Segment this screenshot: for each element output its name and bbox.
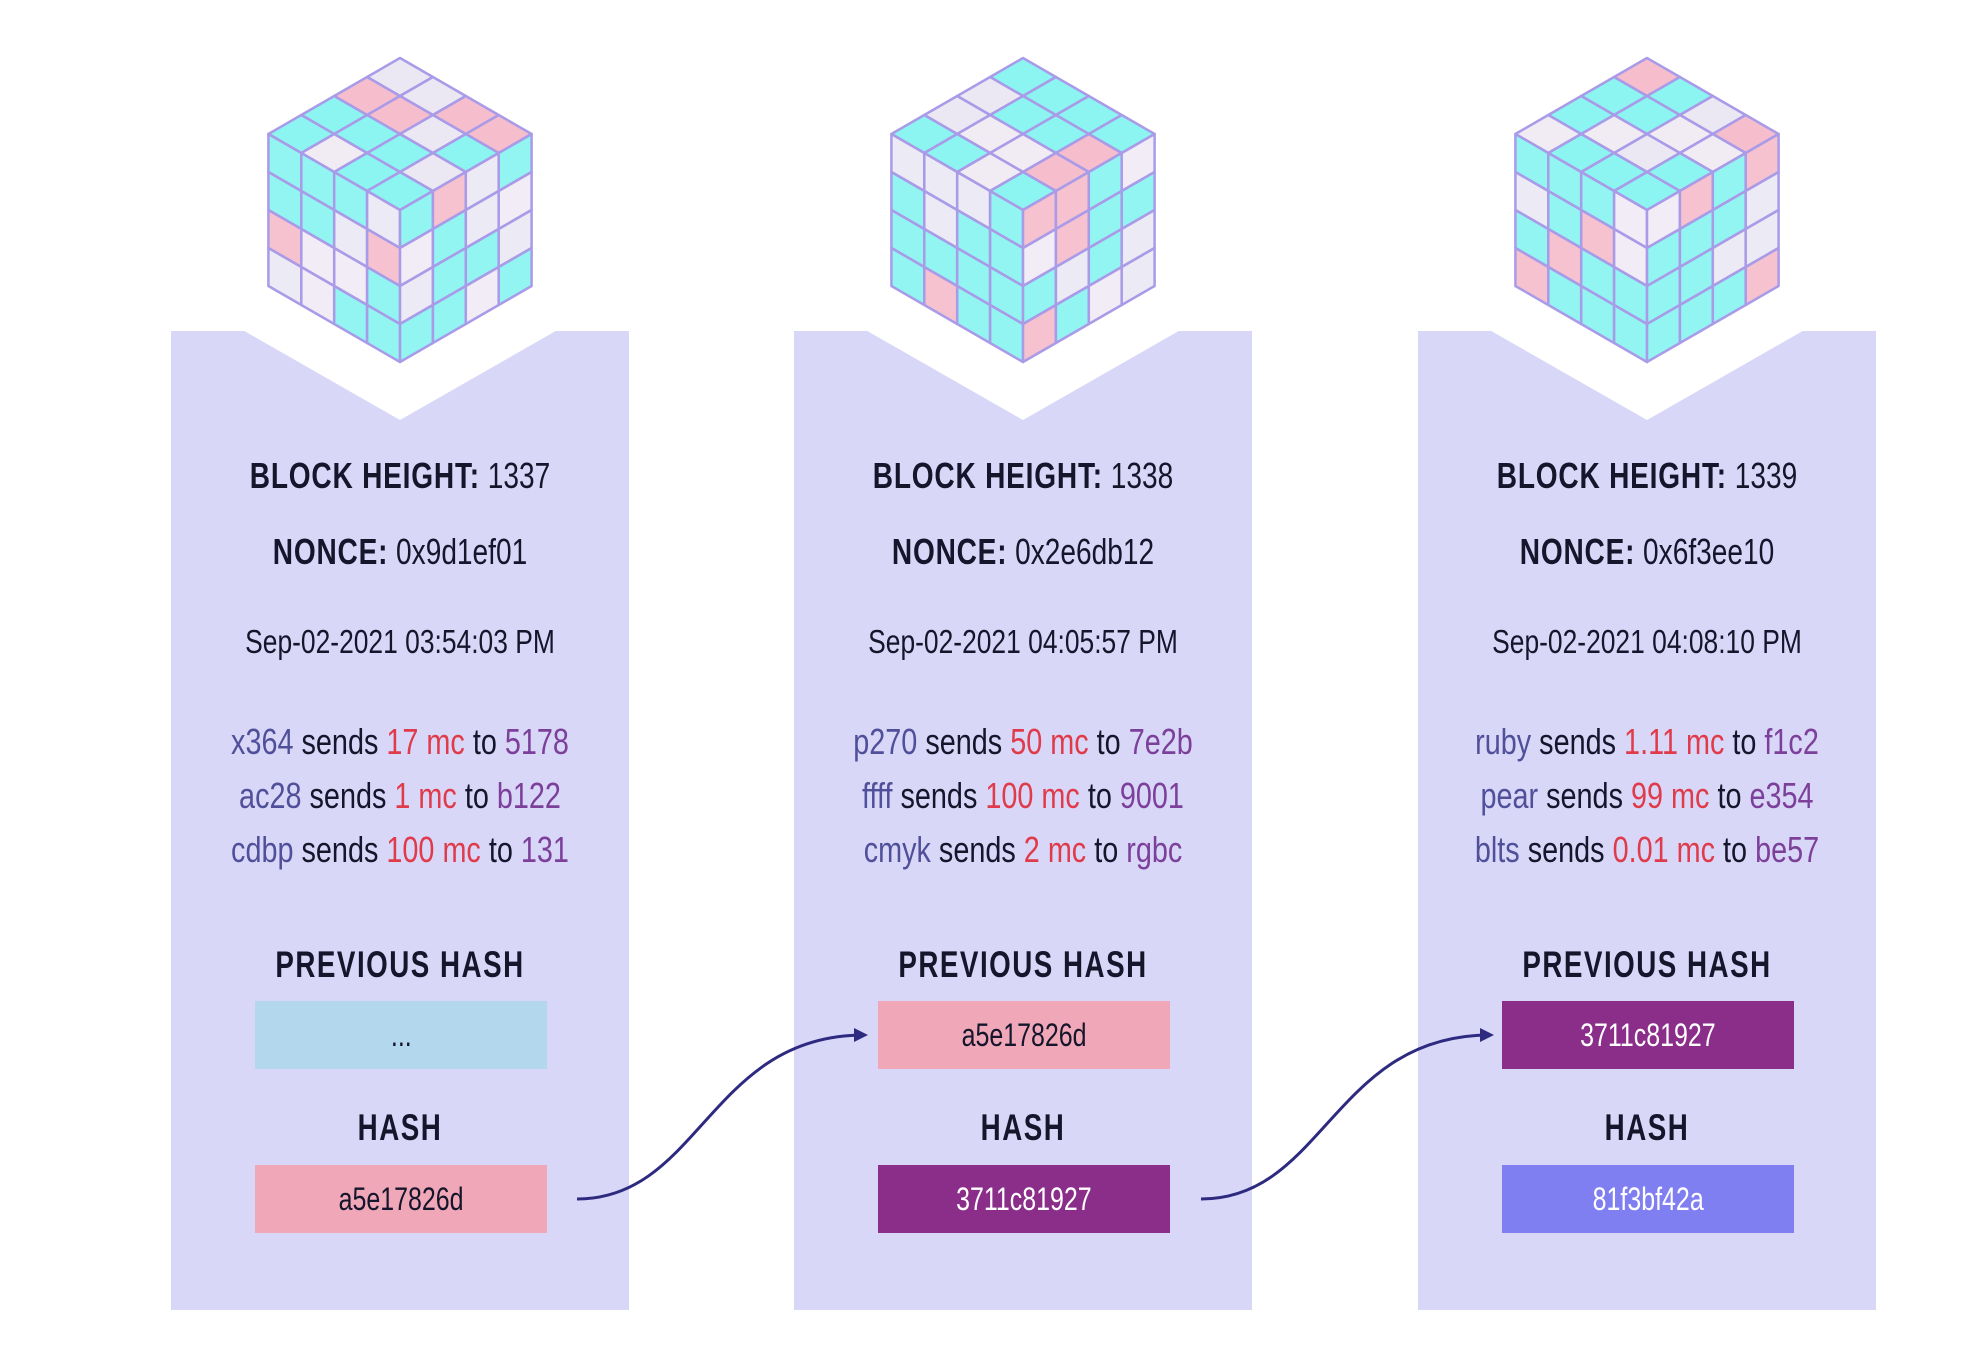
hash-label: HASH — [980, 1107, 1066, 1148]
timestamp: Sep-02-2021 04:05:57 PM — [868, 623, 1178, 660]
block-1338: BLOCK HEIGHT: 1338 NONCE: 0x2e6db12 Sep-… — [794, 331, 1252, 1310]
tx-verb: sends — [309, 775, 387, 816]
tx-recipient: be57 — [1755, 829, 1820, 870]
tx-sender: ffff — [862, 775, 893, 816]
tx-to-word: to — [1094, 829, 1119, 870]
tx-recipient: rgbc — [1126, 829, 1183, 870]
block-height-label: BLOCK HEIGHT: — [872, 455, 1103, 496]
tx-verb: sends — [301, 829, 379, 870]
tx-verb: sends — [301, 721, 379, 762]
timestamp: Sep-02-2021 03:54:03 PM — [245, 623, 555, 660]
tx-sender: x364 — [231, 721, 294, 762]
cube-icon — [267, 56, 533, 364]
previous-hash-value: ... — [390, 1016, 412, 1053]
nonce-value: 0x6f3ee10 — [1643, 531, 1775, 572]
tx-verb: sends — [1546, 775, 1623, 816]
previous-hash-label: PREVIOUS HASH — [275, 944, 525, 985]
tx-to-word: to — [1096, 721, 1121, 762]
tx-recipient: b122 — [496, 775, 561, 816]
tx-to-word: to — [1087, 775, 1112, 816]
block-height: BLOCK HEIGHT: 1338 — [844, 455, 1201, 497]
tx-recipient: 9001 — [1119, 775, 1184, 816]
block-height-label: BLOCK HEIGHT: — [249, 455, 480, 496]
tx-verb: sends — [1539, 721, 1617, 762]
hash-box: a5e17826d — [255, 1165, 547, 1233]
tx-sender: cdbp — [231, 829, 294, 870]
nonce-label: NONCE: — [1519, 531, 1636, 572]
nonce-value: 0x2e6db12 — [1015, 531, 1155, 572]
transaction: ruby sends 1.11 mc to f1c2 — [1464, 715, 1830, 769]
cube-icon — [890, 56, 1156, 364]
tx-to-word: to — [472, 721, 497, 762]
tx-amount: 17 mc — [386, 721, 465, 762]
previous-hash-box: ... — [255, 1001, 547, 1069]
tx-amount: 50 mc — [1010, 721, 1089, 762]
tx-recipient: 131 — [520, 829, 569, 870]
block-height-value: 1338 — [1110, 455, 1174, 496]
block-height-value: 1339 — [1734, 455, 1798, 496]
tx-amount: 100 mc — [985, 775, 1080, 816]
tx-amount: 0.01 mc — [1612, 829, 1716, 870]
timestamp: Sep-02-2021 04:08:10 PM — [1492, 623, 1802, 660]
tx-amount: 2 mc — [1023, 829, 1087, 870]
tx-sender: ruby — [1475, 721, 1532, 762]
tx-to-word: to — [464, 775, 489, 816]
tx-sender: pear — [1480, 775, 1539, 816]
cube-icon — [1514, 56, 1780, 364]
tx-sender: ac28 — [239, 775, 302, 816]
previous-hash-box: a5e17826d — [878, 1001, 1170, 1069]
transaction: blts sends 0.01 mc to be57 — [1464, 823, 1830, 877]
transaction: p270 sends 50 mc to 7e2b — [840, 715, 1206, 769]
tx-sender: blts — [1474, 829, 1520, 870]
tx-verb: sends — [900, 775, 978, 816]
tx-to-word: to — [1732, 721, 1757, 762]
tx-recipient: f1c2 — [1764, 721, 1819, 762]
tx-amount: 99 mc — [1630, 775, 1710, 816]
previous-hash-label: PREVIOUS HASH — [898, 944, 1148, 985]
tx-amount: 100 mc — [386, 829, 481, 870]
transaction: cmyk sends 2 mc to rgbc — [840, 823, 1206, 877]
nonce-value: 0x9d1ef01 — [396, 531, 528, 572]
previous-hash-box: 3711c81927 — [1502, 1001, 1794, 1069]
hash-box: 81f3bf42a — [1502, 1165, 1794, 1233]
transaction: pear sends 99 mc to e354 — [1464, 769, 1830, 823]
tx-verb: sends — [938, 829, 1016, 870]
tx-sender: cmyk — [863, 829, 931, 870]
hash-value: 3711c81927 — [956, 1180, 1092, 1217]
tx-recipient: e354 — [1749, 775, 1814, 816]
hash-label: HASH — [357, 1107, 443, 1148]
block-height-value: 1337 — [487, 455, 551, 496]
previous-hash-value: 3711c81927 — [1580, 1016, 1716, 1053]
tx-to-word: to — [1717, 775, 1742, 816]
previous-hash-value: a5e17826d — [961, 1016, 1087, 1053]
tx-to-word: to — [1723, 829, 1748, 870]
tx-verb: sends — [925, 721, 1003, 762]
nonce: NONCE: 0x6f3ee10 — [1468, 531, 1825, 573]
hash-value: 81f3bf42a — [1592, 1180, 1704, 1217]
nonce: NONCE: 0x9d1ef01 — [221, 531, 578, 573]
nonce: NONCE: 0x2e6db12 — [844, 531, 1201, 573]
tx-sender: p270 — [853, 721, 918, 762]
hash-label: HASH — [1604, 1107, 1690, 1148]
previous-hash-label: PREVIOUS HASH — [1522, 944, 1772, 985]
tx-amount: 1.11 mc — [1624, 721, 1725, 762]
tx-to-word: to — [488, 829, 513, 870]
tx-verb: sends — [1527, 829, 1605, 870]
nonce-label: NONCE: — [272, 531, 389, 572]
transaction: ffff sends 100 mc to 9001 — [840, 769, 1206, 823]
block-height: BLOCK HEIGHT: 1337 — [221, 455, 578, 497]
tx-recipient: 7e2b — [1128, 721, 1193, 762]
block-height-label: BLOCK HEIGHT: — [1496, 455, 1727, 496]
hash-box: 3711c81927 — [878, 1165, 1170, 1233]
hash-value: a5e17826d — [338, 1180, 464, 1217]
transaction: x364 sends 17 mc to 5178 — [217, 715, 583, 769]
block-1339: BLOCK HEIGHT: 1339 NONCE: 0x6f3ee10 Sep-… — [1418, 331, 1876, 1310]
tx-recipient: 5178 — [504, 721, 569, 762]
transaction: ac28 sends 1 mc to b122 — [217, 769, 583, 823]
transaction: cdbp sends 100 mc to 131 — [217, 823, 583, 877]
tx-amount: 1 mc — [394, 775, 457, 816]
block-1337: BLOCK HEIGHT: 1337 NONCE: 0x9d1ef01 Sep-… — [171, 331, 629, 1310]
nonce-label: NONCE: — [891, 531, 1008, 572]
block-height: BLOCK HEIGHT: 1339 — [1468, 455, 1825, 497]
